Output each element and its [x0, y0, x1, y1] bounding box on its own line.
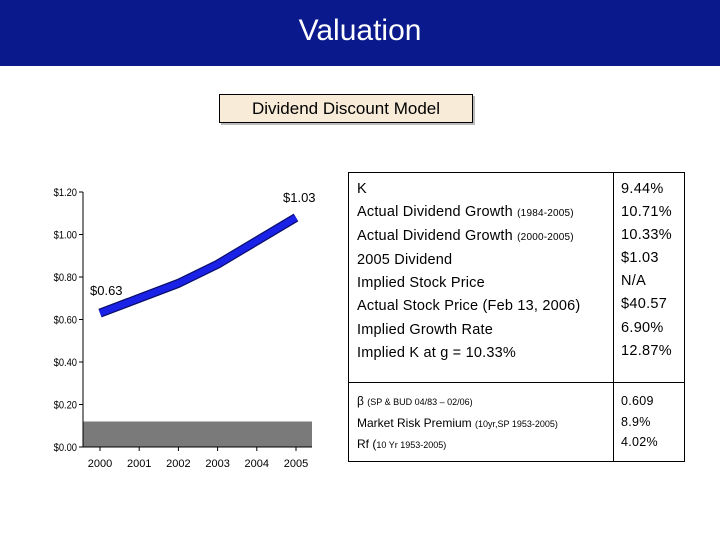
- row-value-beta: 0.609: [621, 394, 654, 408]
- column-divider: [613, 173, 614, 461]
- annotation-end: $1.03: [283, 190, 316, 205]
- x-tick-label: 2004: [245, 458, 269, 470]
- series-line: [98, 214, 298, 317]
- row-value-growth-2000: 10.33%: [621, 227, 672, 244]
- section-divider: [349, 382, 684, 383]
- row-value-growth-1984: 10.71%: [621, 204, 672, 221]
- row-label-k: K: [357, 181, 367, 197]
- y-tick-label: $0.80: [54, 272, 78, 284]
- row-label-actual-price: Actual Stock Price (Feb 13, 2006): [357, 298, 581, 315]
- y-tick-label: $0.00: [54, 442, 78, 454]
- annotation-start: $0.63: [90, 283, 123, 298]
- title-bar: Valuation: [0, 0, 720, 66]
- row-value-mrp: 8.9%: [621, 414, 651, 429]
- section2-values: 0.609 8.9% 4.02%: [621, 391, 658, 453]
- y-tick-label: $0.20: [54, 400, 78, 412]
- row-value-k: 9.44%: [621, 181, 664, 197]
- shaded-band: [83, 421, 312, 447]
- subtitle-box: Dividend Discount Model: [219, 94, 473, 123]
- row-label-growth-1984: Actual Dividend Growth (1984-2005): [357, 204, 574, 221]
- x-tick-label: 2001: [127, 458, 151, 470]
- y-tick-label: $0.60: [54, 315, 78, 327]
- y-tick-label: $0.40: [54, 357, 78, 369]
- row-label-implied-price: Implied Stock Price: [357, 275, 485, 292]
- row-label-implied-k: Implied K at g = 10.33%: [357, 344, 516, 361]
- y-tick-label: $1.20: [54, 187, 78, 199]
- row-value-rf: 4.02%: [621, 435, 658, 449]
- row-label-implied-growth: Implied Growth Rate: [357, 321, 493, 338]
- x-tick-label: 2003: [205, 458, 229, 470]
- row-value-implied-k: 12.87%: [621, 342, 672, 359]
- row-value-actual-price: $40.57: [621, 296, 668, 313]
- y-tick-label: $1.00: [54, 230, 78, 242]
- row-label-growth-2000: Actual Dividend Growth (2000-2005): [357, 228, 574, 245]
- valuation-table: K Actual Dividend Growth (1984-2005) Act…: [348, 172, 685, 462]
- x-tick-label: 2000: [88, 458, 112, 470]
- row-value-implied-price: N/A: [621, 273, 647, 290]
- section1-labels: K Actual Dividend Growth (1984-2005) Act…: [357, 178, 580, 365]
- row-label-rf: Rf (10 Yr 1953-2005): [357, 437, 447, 451]
- row-value-2005-dividend: $1.03: [621, 250, 659, 267]
- page-title: Valuation: [298, 14, 422, 47]
- x-tick-label: 2002: [166, 458, 190, 470]
- section2-labels: β (SP & BUD 04/83 – 02/06) Market Risk P…: [357, 391, 558, 456]
- row-value-implied-growth: 6.90%: [621, 319, 664, 336]
- x-tick-label: 2005: [284, 458, 308, 470]
- row-label-beta: β (SP & BUD 04/83 – 02/06): [357, 394, 473, 408]
- section1-values: 9.44% 10.71% 10.33% $1.03 N/A $40.57 6.9…: [621, 178, 672, 363]
- row-label-mrp: Market Risk Premium (10yr,SP 1953-2005): [357, 415, 558, 430]
- row-label-2005-dividend: 2005 Dividend: [357, 252, 453, 269]
- dividend-chart: $0.00 $0.20 $0.40 $0.60 $0.80 $1.00 $1.20 2000 2…: [54, 187, 316, 470]
